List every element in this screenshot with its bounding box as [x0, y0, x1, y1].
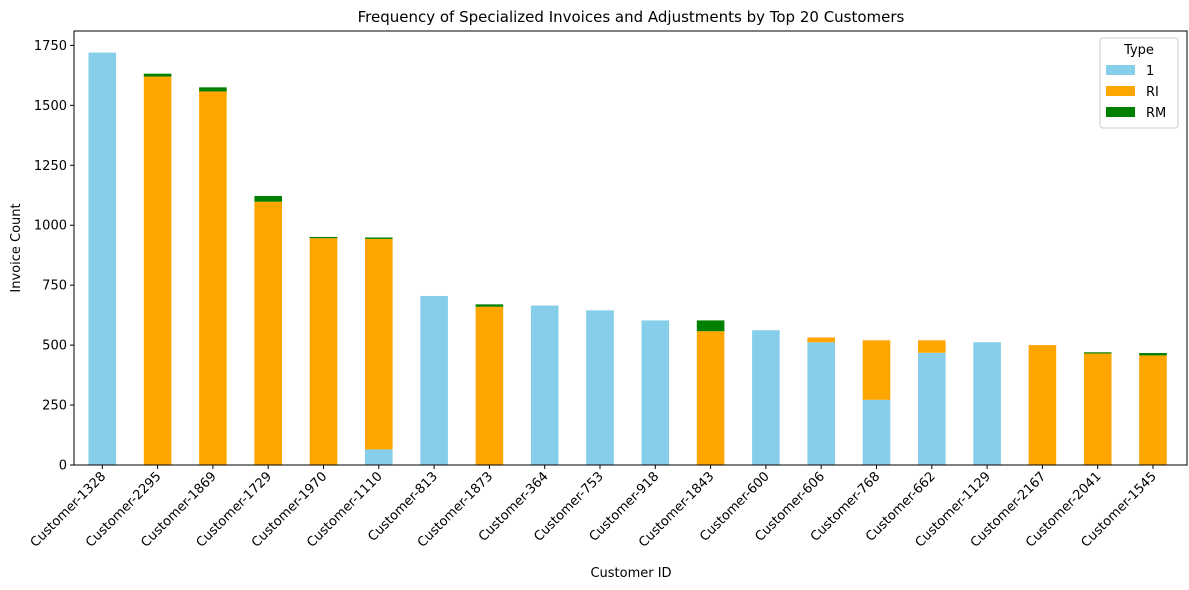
bar-segment-customer-1873-rm — [475, 304, 504, 307]
bar-segment-customer-1970-ri — [309, 238, 338, 465]
bar-segment-customer-1843-ri — [696, 331, 725, 465]
bar-segment-customer-2295-rm — [143, 73, 172, 77]
bar-segment-customer-1729-ri — [254, 201, 282, 465]
bar-segment-customer-1873-ri — [475, 306, 504, 465]
chart-title: Frequency of Specialized Invoices and Ad… — [358, 8, 905, 26]
bar-segment-customer-1545-ri — [1139, 355, 1167, 465]
bar-segment-customer-813-1 — [420, 295, 448, 465]
y-tick-label: 500 — [42, 339, 67, 354]
y-tick-label: 1000 — [34, 219, 67, 234]
bar-segment-customer-606-1 — [807, 342, 835, 465]
legend-label-1: 1 — [1146, 64, 1154, 79]
bar-segment-customer-1843-rm — [696, 320, 725, 332]
bar-segment-customer-1110-rm — [365, 237, 393, 239]
bar-segment-customer-662-1 — [918, 352, 946, 465]
bars-layer — [88, 52, 1167, 466]
bar-segment-customer-1970-rm — [309, 236, 338, 239]
bar-segment-customer-753-1 — [586, 310, 614, 465]
bar-segment-customer-1869-ri — [199, 91, 227, 466]
bar-segment-customer-918-1 — [641, 320, 670, 465]
bar-segment-customer-768-1 — [862, 399, 891, 465]
bar-segment-customer-364-1 — [530, 305, 559, 465]
legend-swatch-1 — [1106, 65, 1135, 75]
legend-swatch-rm — [1106, 107, 1135, 117]
legend: Type 1 RI RM — [1099, 37, 1179, 129]
y-axis-title: Invoice Count — [9, 203, 24, 292]
legend-label-ri: RI — [1146, 85, 1159, 100]
y-tick-label: 1500 — [34, 99, 67, 114]
legend-frame — [1099, 37, 1179, 129]
bar-segment-customer-1110-1 — [365, 449, 393, 465]
x-axis-title: Customer ID — [590, 566, 671, 581]
bar-segment-customer-1129-1 — [973, 342, 1001, 465]
y-tick-label: 750 — [42, 279, 67, 294]
bar-segment-customer-1729-rm — [254, 195, 282, 202]
bar-segment-customer-1110-ri — [365, 238, 393, 450]
bar-segment-customer-1328-1 — [88, 52, 117, 465]
legend-title: Type — [1123, 43, 1154, 58]
bar-segment-customer-1545-rm — [1139, 353, 1167, 356]
bar-segment-customer-2041-ri — [1083, 353, 1112, 465]
bar-segment-customer-600-1 — [752, 330, 780, 465]
y-axis: 0 250 500 750 1000 1250 1500 1750 — [34, 39, 74, 474]
legend-swatch-ri — [1106, 86, 1135, 96]
y-tick-label: 1250 — [34, 159, 67, 174]
bar-segment-customer-2167-ri — [1028, 345, 1057, 465]
bar-segment-customer-2041-rm — [1083, 352, 1112, 354]
y-tick-label: 250 — [42, 399, 67, 414]
y-tick-label: 1750 — [34, 39, 67, 54]
bar-segment-customer-662-ri — [918, 340, 946, 353]
legend-items: 1 RI RM — [1106, 64, 1166, 121]
bar-segment-customer-768-ri — [862, 340, 891, 400]
legend-label-rm: RM — [1146, 106, 1166, 121]
bar-segment-customer-1869-rm — [199, 87, 227, 92]
bar-segment-customer-606-ri — [807, 337, 835, 343]
y-tick-label: 0 — [59, 459, 67, 474]
bar-segment-customer-2295-ri — [143, 76, 172, 465]
plot-frame — [73, 30, 1188, 466]
